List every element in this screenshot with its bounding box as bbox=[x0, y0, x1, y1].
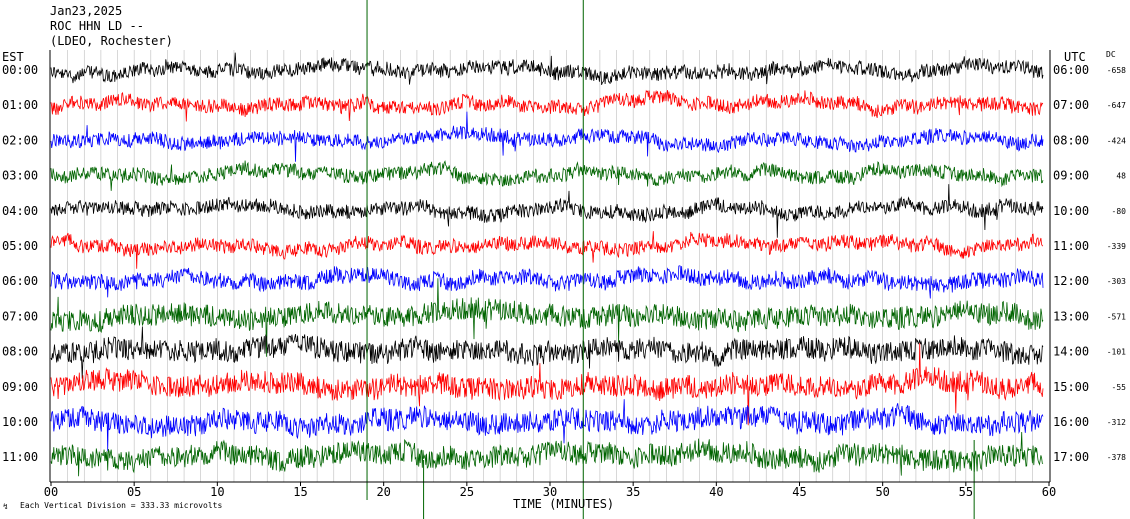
x-tick-label: 20 bbox=[376, 485, 390, 499]
dc-offset-label: -312 bbox=[1107, 418, 1126, 427]
dc-offset-label: -658 bbox=[1107, 66, 1126, 75]
x-tick-label: 10 bbox=[210, 485, 224, 499]
utc-hour-label: 06:00 bbox=[1053, 63, 1089, 77]
x-tick-label: 50 bbox=[875, 485, 889, 499]
seismic-trace-0700 bbox=[50, 278, 1044, 357]
seismic-trace-0600 bbox=[50, 265, 1044, 299]
dc-offset-label: -80 bbox=[1112, 207, 1127, 216]
dc-offset-label: -378 bbox=[1107, 453, 1126, 462]
utc-hour-label: 10:00 bbox=[1053, 204, 1089, 218]
x-tick-label: 35 bbox=[626, 485, 640, 499]
seismic-trace-0500 bbox=[50, 231, 1044, 269]
dc-offset-label: -424 bbox=[1107, 136, 1126, 145]
seismic-trace-1100 bbox=[50, 431, 1044, 477]
dc-offset-label: -339 bbox=[1107, 242, 1126, 251]
est-hour-label: 07:00 bbox=[2, 309, 38, 323]
utc-hour-label: 15:00 bbox=[1053, 380, 1089, 394]
x-tick-label: 55 bbox=[959, 485, 973, 499]
dc-offset-label: -571 bbox=[1107, 312, 1126, 321]
est-hour-label: 10:00 bbox=[2, 415, 38, 429]
x-tick-label: 25 bbox=[460, 485, 474, 499]
header-date: Jan23,2025 bbox=[50, 4, 123, 18]
est-hour-label: 02:00 bbox=[2, 133, 38, 147]
utc-hour-label: 16:00 bbox=[1053, 415, 1089, 429]
dc-offset-label: -101 bbox=[1107, 348, 1126, 357]
dc-axis-title: DC bbox=[1106, 50, 1116, 59]
utc-hour-label: 09:00 bbox=[1053, 169, 1089, 183]
grid-lines bbox=[67, 50, 1033, 482]
scale-footnote-icon: ↯ bbox=[3, 502, 8, 511]
utc-axis-title: UTC bbox=[1064, 50, 1086, 64]
seismic-trace-0200 bbox=[50, 111, 1044, 162]
x-tick-label: 60 bbox=[1042, 485, 1056, 499]
dc-offset-label: 48 bbox=[1116, 172, 1126, 181]
seismic-trace-0000 bbox=[50, 52, 1044, 85]
utc-hour-label: 17:00 bbox=[1053, 450, 1089, 464]
utc-hour-label: 13:00 bbox=[1053, 309, 1089, 323]
dc-offset-label: -303 bbox=[1107, 277, 1126, 286]
seismic-trace-1000 bbox=[50, 399, 1044, 451]
x-tick-label: 00 bbox=[44, 485, 58, 499]
utc-hour-label: 07:00 bbox=[1053, 98, 1089, 112]
seismic-trace-0800 bbox=[50, 326, 1044, 379]
trace-group bbox=[50, 0, 1044, 519]
est-axis-title: EST bbox=[2, 50, 24, 64]
est-hour-label: 06:00 bbox=[2, 274, 38, 288]
x-tick-label: 40 bbox=[709, 485, 723, 499]
dc-offset-label: -647 bbox=[1107, 101, 1126, 110]
seismic-trace-0900 bbox=[50, 343, 1044, 426]
scale-footnote: Each Vertical Division = 333.33 microvol… bbox=[20, 501, 223, 510]
seismic-trace-0100 bbox=[50, 89, 1044, 122]
x-axis-label: TIME (MINUTES) bbox=[513, 497, 614, 511]
row-labels: 00:00 06:00 -658 01:00 07:00 -647 02:00 08:00 -4… bbox=[2, 63, 1126, 464]
x-tick-label: 05 bbox=[127, 485, 141, 499]
x-tick-label: 15 bbox=[293, 485, 307, 499]
header-station: ROC HHN LD -- bbox=[50, 19, 144, 33]
x-tick-label: 30 bbox=[543, 485, 557, 499]
seismic-trace-0400 bbox=[50, 184, 1044, 238]
header-network: (LDEO, Rochester) bbox=[50, 34, 173, 48]
x-tick-label: 45 bbox=[792, 485, 806, 499]
x-tick-labels: 00 05 10 15 20 25 30 35 40 45 50 55 60 bbox=[44, 482, 1056, 499]
utc-hour-label: 11:00 bbox=[1053, 239, 1089, 253]
est-hour-label: 05:00 bbox=[2, 239, 38, 253]
est-hour-label: 04:00 bbox=[2, 204, 38, 218]
utc-hour-label: 08:00 bbox=[1053, 133, 1089, 147]
est-hour-label: 11:00 bbox=[2, 450, 38, 464]
utc-hour-label: 12:00 bbox=[1053, 274, 1089, 288]
est-hour-label: 08:00 bbox=[2, 345, 38, 359]
seismic-trace-0300 bbox=[50, 160, 1044, 191]
est-hour-label: 09:00 bbox=[2, 380, 38, 394]
utc-hour-label: 14:00 bbox=[1053, 345, 1089, 359]
est-hour-label: 00:00 bbox=[2, 63, 38, 77]
dc-offset-label: -55 bbox=[1112, 383, 1127, 392]
est-hour-label: 01:00 bbox=[2, 98, 38, 112]
est-hour-label: 03:00 bbox=[2, 169, 38, 183]
